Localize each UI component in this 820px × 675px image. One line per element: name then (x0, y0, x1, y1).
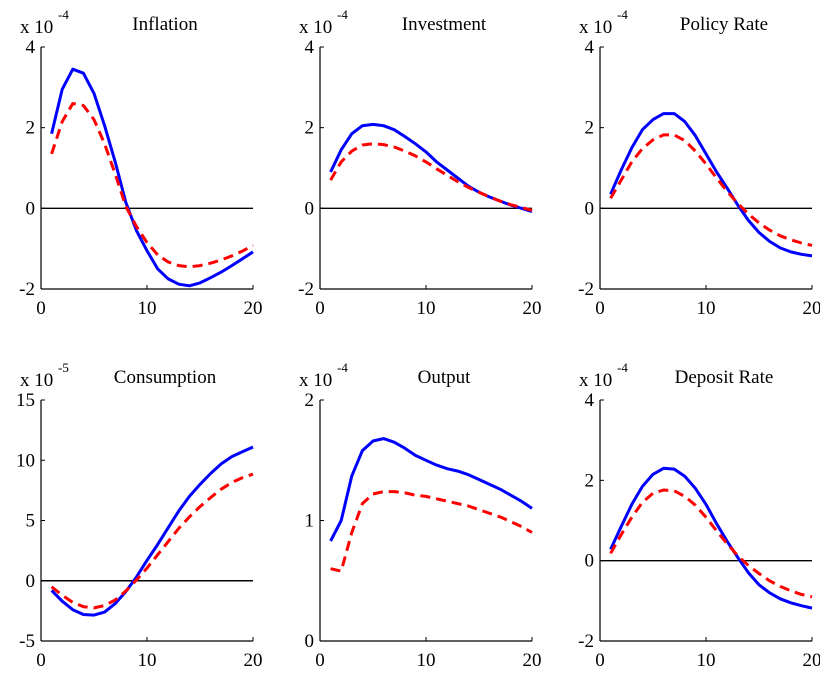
x-tick-label: 0 (36, 298, 46, 319)
y-tick-label: 0 (585, 198, 595, 219)
y-tick-label: -2 (19, 279, 35, 300)
y-tick-label: 4 (585, 390, 595, 411)
x-tick-label: 10 (417, 650, 436, 671)
dashed-red-series-line (330, 490, 533, 573)
x-tick-label: 10 (697, 298, 716, 319)
axis-scale-exponent: -4 (617, 7, 628, 22)
x-tick-label: 0 (36, 650, 46, 671)
y-tick-label: 5 (26, 511, 36, 532)
solid-blue-series-line (609, 466, 813, 610)
y-tick-label: 2 (305, 390, 315, 411)
x-tick-label: 20 (523, 650, 542, 671)
x-tick-label: 20 (803, 650, 820, 671)
x-tick-label: 0 (315, 650, 325, 671)
axis-scale-exponent: -4 (617, 360, 628, 375)
axis-scale-exponent: -5 (58, 360, 69, 375)
axis-scale-factor: x 10 (579, 17, 612, 38)
solid-blue-series-line (329, 122, 533, 214)
y-tick-label: 4 (26, 37, 36, 58)
panel-title: Investment (402, 14, 487, 35)
x-tick-label: 0 (595, 650, 605, 671)
panel-title: Policy Rate (680, 14, 768, 35)
x-tick-label: 10 (417, 298, 436, 319)
y-tick-label: 0 (585, 551, 595, 572)
y-tick-label: 0 (305, 631, 315, 652)
x-tick-label: 10 (697, 650, 716, 671)
axis-scale-factor: x 10 (579, 370, 612, 391)
dashed-red-series-line (329, 142, 533, 212)
y-tick-label: 0 (26, 571, 36, 592)
x-tick-label: 20 (244, 298, 263, 319)
dashed-red-series-line (50, 472, 254, 610)
y-tick-label: -5 (19, 631, 35, 652)
y-tick-label: 2 (305, 118, 315, 139)
x-tick-label: 0 (595, 298, 605, 319)
panel-title: Consumption (114, 367, 217, 388)
panel-title: Inflation (132, 14, 198, 35)
y-tick-label: 1 (305, 511, 315, 532)
y-tick-label: 2 (26, 118, 36, 139)
solid-blue-series-line (609, 112, 813, 258)
y-tick-label: 10 (16, 450, 35, 471)
axis-scale-factor: x 10 (20, 370, 53, 391)
y-tick-label: 15 (16, 390, 35, 411)
y-tick-label: 4 (305, 37, 315, 58)
x-tick-label: 10 (138, 298, 157, 319)
dashed-red-series-line (609, 488, 813, 599)
axis-scale-factor: x 10 (20, 17, 53, 38)
x-tick-label: 0 (315, 298, 325, 319)
dashed-red-series-line (50, 102, 254, 269)
solid-blue-series-line (50, 445, 254, 617)
x-tick-label: 10 (138, 650, 157, 671)
y-tick-label: 2 (585, 118, 595, 139)
solid-blue-series-line (50, 67, 254, 288)
y-tick-label: 4 (585, 37, 595, 58)
y-tick-label: 2 (585, 470, 595, 491)
panel-title: Deposit Rate (675, 367, 774, 388)
dashed-red-series-line (609, 133, 813, 247)
x-tick-label: 20 (523, 298, 542, 319)
y-tick-label: -2 (298, 279, 314, 300)
axis-scale-exponent: -4 (337, 360, 348, 375)
solid-blue-series-line (329, 437, 533, 542)
axis-scale-exponent: -4 (337, 7, 348, 22)
y-tick-label: -2 (578, 279, 594, 300)
y-tick-label: 0 (305, 198, 315, 219)
panel-title: Output (418, 367, 472, 388)
y-tick-label: -2 (578, 631, 594, 652)
y-tick-label: 0 (26, 198, 36, 219)
axis-scale-factor: x 10 (299, 370, 332, 391)
axis-scale-factor: x 10 (299, 17, 332, 38)
axis-scale-exponent: -4 (58, 7, 69, 22)
x-tick-label: 20 (244, 650, 263, 671)
x-tick-label: 20 (803, 298, 820, 319)
